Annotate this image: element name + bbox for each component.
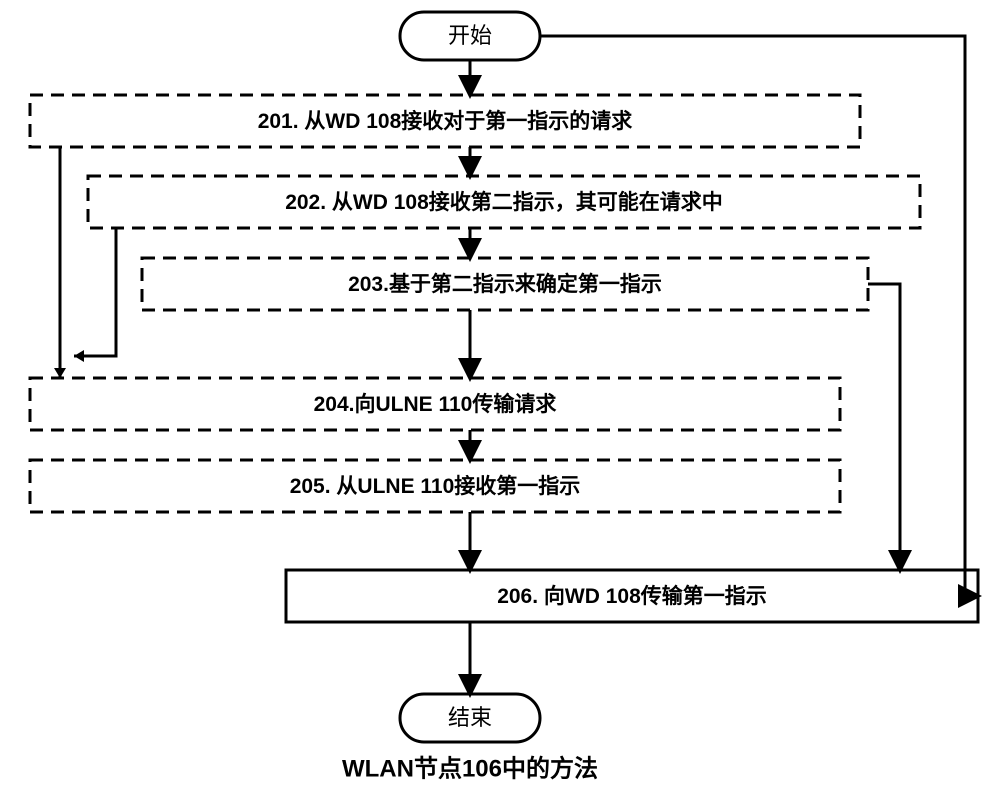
terminal-start: 开始 <box>400 12 540 60</box>
step-s201-label: 201. 从WD 108接收对于第一指示的请求 <box>258 109 633 133</box>
terminal-start-label: 开始 <box>448 23 492 48</box>
step-s206-label: 206. 向WD 108传输第一指示 <box>497 584 767 608</box>
step-s204-label: 204.向ULNE 110传输请求 <box>314 392 557 416</box>
step-s203: 203.基于第二指示来确定第一指示 <box>142 258 868 310</box>
step-s201: 201. 从WD 108接收对于第一指示的请求 <box>30 95 860 147</box>
step-s204: 204.向ULNE 110传输请求 <box>30 378 840 430</box>
edge-202-merge-head <box>74 350 84 362</box>
step-s205-label: 205. 从ULNE 110接收第一指示 <box>290 474 581 498</box>
step-s202-label: 202. 从WD 108接收第二指示，其可能在请求中 <box>285 190 723 214</box>
edge-202-merge <box>74 228 116 356</box>
step-s203-label: 203.基于第二指示来确定第一指示 <box>348 272 662 296</box>
step-s205: 205. 从ULNE 110接收第一指示 <box>30 460 840 512</box>
step-s206: 206. 向WD 108传输第一指示 <box>286 570 978 622</box>
step-s202: 202. 从WD 108接收第二指示，其可能在请求中 <box>88 176 920 228</box>
terminal-end: 结束 <box>400 694 540 742</box>
caption: WLAN节点106中的方法 <box>342 754 598 782</box>
terminal-end-label: 结束 <box>448 705 492 730</box>
edge-203-206 <box>868 284 900 570</box>
